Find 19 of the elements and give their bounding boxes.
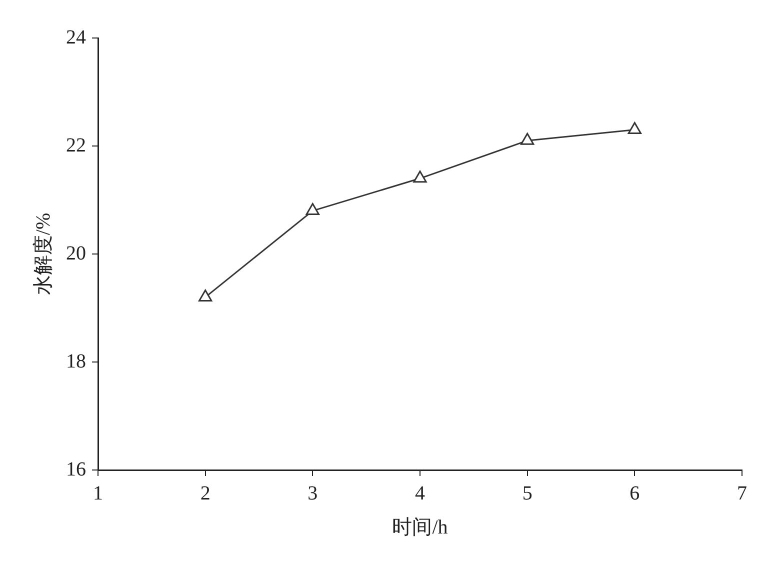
y-tick-label: 18	[66, 350, 86, 372]
y-tick-label: 22	[66, 134, 86, 156]
x-tick-label: 5	[522, 482, 532, 504]
x-tick-label: 2	[200, 482, 210, 504]
point	[628, 122, 642, 134]
point	[306, 203, 320, 216]
x-tick-label: 4	[415, 482, 425, 504]
point	[198, 289, 212, 302]
x-tick-label: 6	[630, 482, 640, 504]
x-tick-label: 3	[308, 482, 318, 504]
x-axis-title: 时间/h	[392, 516, 448, 538]
y-tick-label: 24	[66, 26, 86, 48]
point	[520, 132, 534, 145]
y-axis-title: 水解度/%	[32, 212, 54, 296]
y-tick-label: 16	[66, 458, 86, 480]
point	[413, 170, 427, 183]
x-tick-label: 1	[93, 482, 103, 504]
y-tick-label: 20	[66, 242, 86, 264]
x-tick-label: 7	[737, 482, 747, 504]
